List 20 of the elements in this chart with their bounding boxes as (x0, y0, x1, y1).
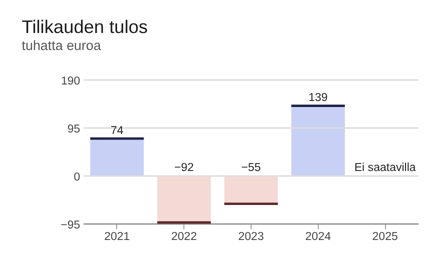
y-tick-label: 0 (74, 171, 80, 184)
data-label: 139 (308, 92, 328, 104)
bar (224, 176, 278, 204)
data-label: 74 (110, 124, 124, 137)
bar (291, 106, 345, 176)
bar (157, 176, 211, 222)
x-tick-label: 2024 (305, 230, 332, 243)
chart-subtitle: tuhatta euroa (22, 38, 102, 54)
x-tick-label: 2021 (104, 230, 130, 243)
y-tick-label: 190 (60, 75, 80, 88)
x-tick-label: 2023 (238, 230, 264, 243)
data-label: −92 (174, 162, 194, 174)
chart-title: Tilikauden tulos (22, 16, 148, 37)
y-tick-label: 95 (67, 123, 80, 136)
y-tick-label: −95 (60, 219, 80, 232)
bar (90, 138, 144, 176)
x-tick-label: 2022 (171, 230, 197, 243)
x-tick-label: 2025 (372, 230, 398, 243)
data-label: −55 (241, 162, 261, 174)
annotation: Ei saatavilla (354, 162, 416, 174)
